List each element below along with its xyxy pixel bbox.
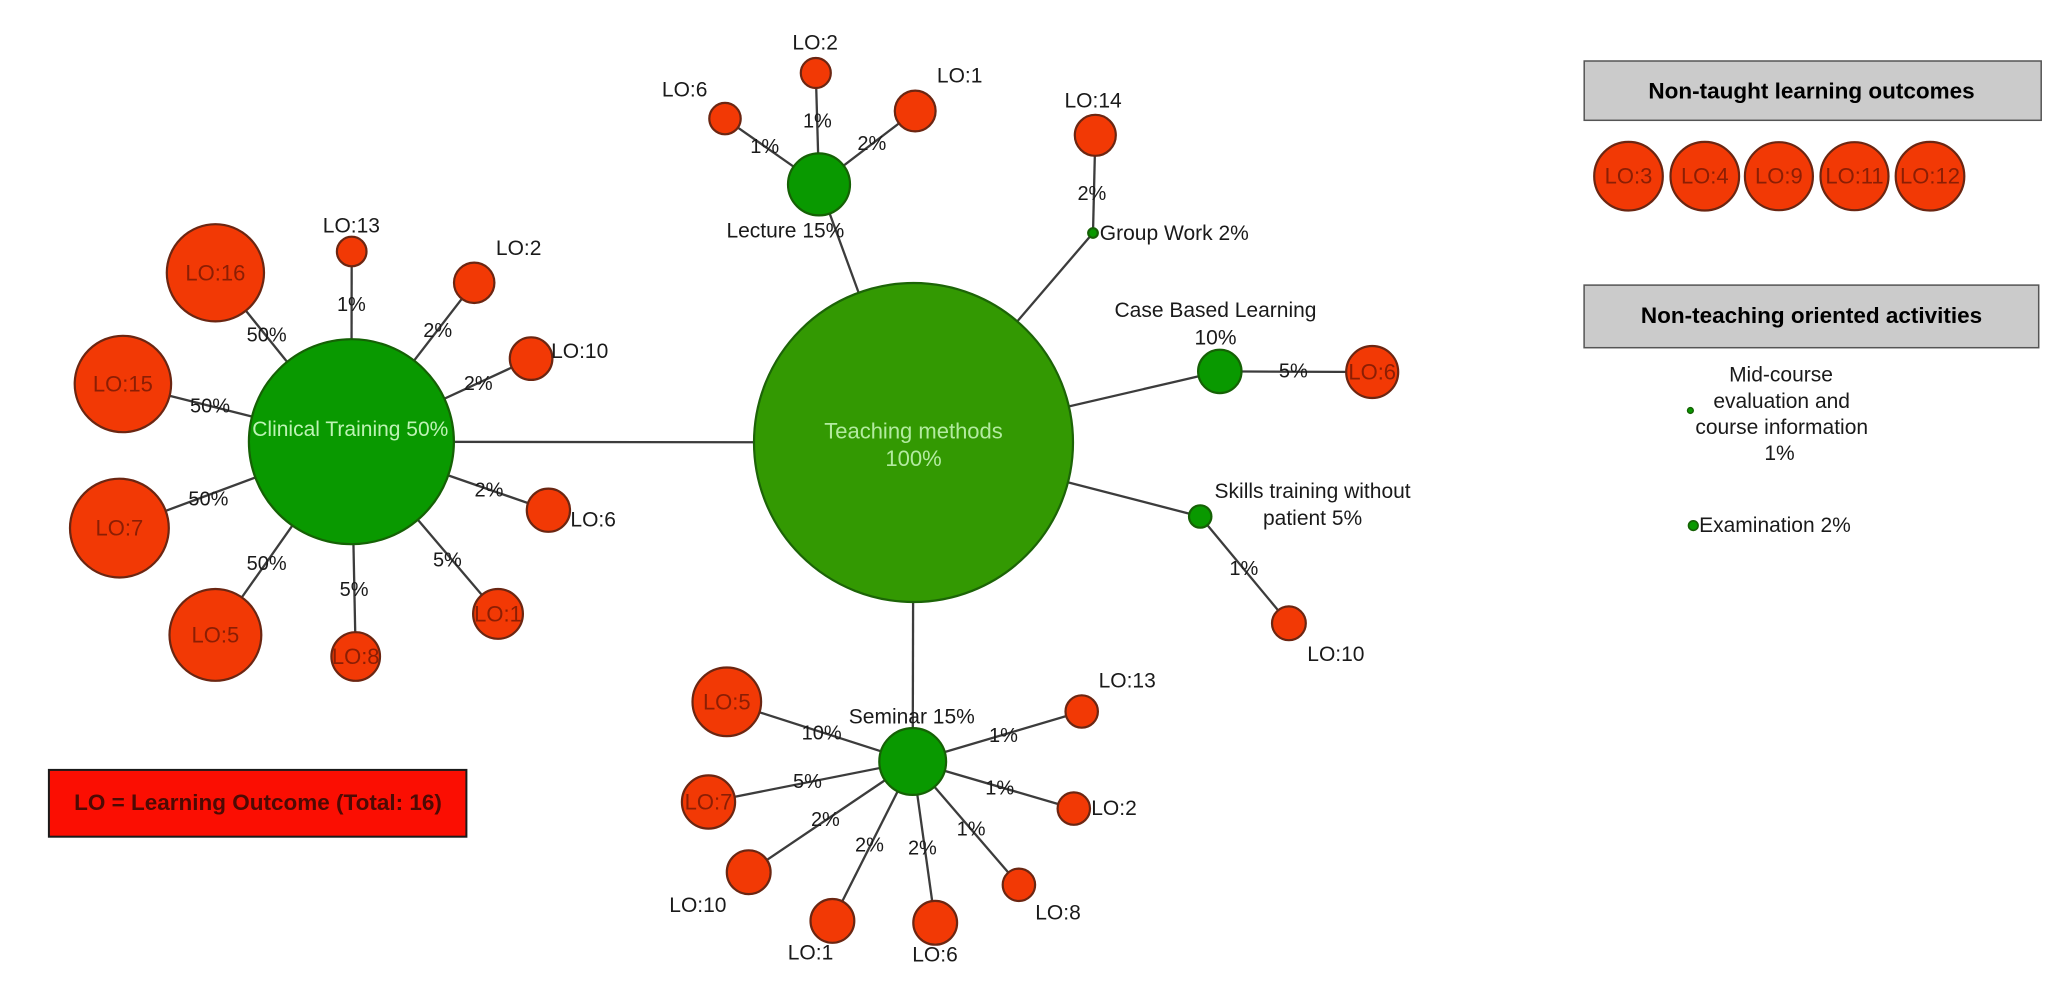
svg-text:LO:7: LO:7 xyxy=(685,790,733,815)
svg-text:Seminar 15%: Seminar 15% xyxy=(849,706,975,729)
svg-text:LO:6: LO:6 xyxy=(912,944,958,967)
svg-text:1%: 1% xyxy=(803,111,832,133)
svg-text:LO:2: LO:2 xyxy=(496,237,542,260)
svg-text:Lecture 15%: Lecture 15% xyxy=(726,219,844,242)
svg-text:LO:10: LO:10 xyxy=(669,894,726,917)
svg-text:Case Based Learning: Case Based Learning xyxy=(1115,299,1317,322)
svg-text:2%: 2% xyxy=(464,373,493,395)
svg-text:LO:13: LO:13 xyxy=(1099,669,1156,692)
svg-text:5%: 5% xyxy=(340,579,369,601)
svg-text:LO:10: LO:10 xyxy=(1307,643,1364,666)
svg-text:1%: 1% xyxy=(1764,442,1794,465)
svg-text:LO:6: LO:6 xyxy=(1348,360,1396,385)
svg-text:LO:2: LO:2 xyxy=(1091,797,1137,820)
svg-text:2%: 2% xyxy=(475,479,504,501)
svg-text:100%: 100% xyxy=(885,446,941,471)
svg-text:2%: 2% xyxy=(1077,183,1106,205)
svg-text:Teaching methods: Teaching methods xyxy=(824,419,1003,444)
svg-text:2%: 2% xyxy=(908,837,937,859)
svg-text:50%: 50% xyxy=(188,489,228,511)
svg-text:LO:3: LO:3 xyxy=(1605,164,1653,189)
svg-text:LO:4: LO:4 xyxy=(1681,164,1729,189)
svg-text:LO:5: LO:5 xyxy=(703,689,751,714)
svg-text:LO:8: LO:8 xyxy=(332,644,380,669)
svg-text:LO:7: LO:7 xyxy=(96,516,144,541)
svg-text:LO:6: LO:6 xyxy=(662,79,708,102)
svg-text:1%: 1% xyxy=(985,778,1014,800)
svg-text:1%: 1% xyxy=(957,818,986,840)
svg-text:50%: 50% xyxy=(247,553,287,575)
svg-text:LO:16: LO:16 xyxy=(185,260,245,285)
svg-text:2%: 2% xyxy=(855,835,884,857)
svg-text:LO:5: LO:5 xyxy=(192,622,240,647)
svg-text:Examination 2%: Examination 2% xyxy=(1699,514,1851,537)
svg-text:1%: 1% xyxy=(750,136,779,158)
svg-text:10%: 10% xyxy=(802,722,842,744)
svg-text:evaluation and: evaluation and xyxy=(1713,390,1850,413)
svg-text:LO:14: LO:14 xyxy=(1064,90,1122,113)
svg-text:LO:15: LO:15 xyxy=(93,372,153,397)
svg-text:50%: 50% xyxy=(247,324,287,346)
svg-text:2%: 2% xyxy=(857,133,886,155)
svg-text:patient 5%: patient 5% xyxy=(1263,507,1362,530)
svg-text:Clinical Training 50%: Clinical Training 50% xyxy=(252,418,448,441)
svg-text:LO:10: LO:10 xyxy=(551,340,608,363)
svg-text:2%: 2% xyxy=(811,809,840,831)
svg-text:LO = Learning Outcome (Total:: LO = Learning Outcome (Total: 16) xyxy=(74,790,442,815)
svg-text:LO:1: LO:1 xyxy=(474,601,522,626)
svg-text:1%: 1% xyxy=(989,725,1018,747)
svg-text:Non-taught learning outcomes: Non-taught learning outcomes xyxy=(1648,79,1974,104)
svg-text:1%: 1% xyxy=(337,294,366,316)
svg-text:LO:11: LO:11 xyxy=(1825,164,1883,189)
svg-text:Group Work 2%: Group Work 2% xyxy=(1100,222,1249,245)
svg-text:5%: 5% xyxy=(433,549,462,571)
svg-text:50%: 50% xyxy=(190,396,230,418)
svg-text:LO:8: LO:8 xyxy=(1035,902,1081,925)
svg-text:5%: 5% xyxy=(1279,360,1308,382)
svg-text:1%: 1% xyxy=(1229,558,1258,580)
svg-text:LO:2: LO:2 xyxy=(792,32,838,55)
svg-text:10%: 10% xyxy=(1194,327,1236,350)
svg-text:LO:13: LO:13 xyxy=(323,214,380,237)
svg-text:course information: course information xyxy=(1695,416,1868,439)
svg-text:Skills training without: Skills training without xyxy=(1215,480,1411,503)
svg-text:Mid-course: Mid-course xyxy=(1729,364,1833,387)
svg-text:Non-teaching oriented activiti: Non-teaching oriented activities xyxy=(1641,303,1982,328)
svg-text:LO:12: LO:12 xyxy=(1900,164,1960,189)
svg-text:LO:9: LO:9 xyxy=(1755,164,1803,189)
svg-text:5%: 5% xyxy=(793,771,822,793)
svg-text:LO:6: LO:6 xyxy=(570,509,616,532)
svg-text:2%: 2% xyxy=(423,320,452,342)
svg-text:LO:1: LO:1 xyxy=(788,942,834,965)
svg-text:LO:1: LO:1 xyxy=(937,64,983,87)
